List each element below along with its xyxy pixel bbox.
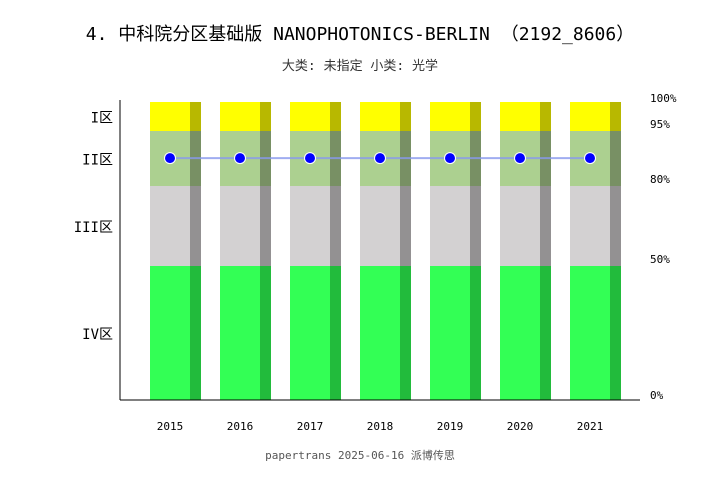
bar-segment-shade [330, 102, 341, 131]
x-tick-label: 2016 [227, 420, 254, 433]
data-point [444, 152, 456, 165]
data-point [304, 152, 316, 165]
bar-segment-shade [610, 186, 621, 266]
bar-segment [360, 102, 400, 131]
x-tick-label: 2019 [437, 420, 464, 433]
bar-segment [360, 266, 400, 400]
zone-label: I区 [91, 111, 113, 127]
bar-segment [430, 102, 470, 131]
bar-segment [570, 186, 610, 266]
bar-segment-shade [190, 186, 201, 266]
bar-segment [570, 102, 610, 131]
bar-segment-shade [400, 102, 411, 131]
bar-segment [290, 266, 330, 400]
data-point [584, 152, 596, 165]
chart-footer: papertrans 2025-06-16 派博传思 [265, 449, 455, 462]
bar-segment-shade [190, 266, 201, 400]
bar-segment-shade [330, 266, 341, 400]
data-point [164, 152, 176, 165]
bar-segment-shade [260, 186, 271, 266]
bar-segment-shade [190, 102, 201, 131]
bar-segment-shade [610, 266, 621, 400]
bar-segment [150, 186, 190, 266]
bar-segment-shade [260, 266, 271, 400]
bar-segment-shade [470, 102, 481, 131]
bar-segment [150, 102, 190, 131]
bar-segment-shade [540, 102, 551, 131]
bar-segment [500, 102, 540, 131]
right-tick-label: 0% [650, 389, 664, 402]
bar-segment [150, 266, 190, 400]
x-tick-label: 2018 [367, 420, 394, 433]
bar-segment [500, 266, 540, 400]
x-tick-label: 2021 [577, 420, 604, 433]
bar-segment [430, 266, 470, 400]
zone-label: II区 [82, 153, 113, 169]
x-tick-label: 2015 [157, 420, 184, 433]
x-tick-label: 2017 [297, 420, 324, 433]
bar-segment [570, 266, 610, 400]
bar-segment-shade [610, 131, 621, 186]
bar-segment [290, 186, 330, 266]
x-tick-label: 2020 [507, 420, 534, 433]
data-point [234, 152, 246, 165]
data-point [514, 152, 526, 165]
bar-segment-shade [470, 266, 481, 400]
bar-segment [360, 186, 400, 266]
bar-segment [220, 102, 260, 131]
bar-segment [500, 186, 540, 266]
bar-segment-shade [330, 186, 341, 266]
bar-segment-shade [470, 186, 481, 266]
right-tick-label: 100% [650, 92, 677, 105]
bar-segment-shade [260, 102, 271, 131]
bar-segment-shade [400, 186, 411, 266]
chart-subtitle: 大类: 未指定 小类: 光学 [282, 58, 438, 74]
data-point [374, 152, 386, 165]
zone-label: IV区 [82, 327, 113, 343]
bar-segment-shade [540, 266, 551, 400]
right-tick-label: 95% [650, 118, 670, 131]
bar-segment-shade [610, 102, 621, 131]
right-tick-label: 80% [650, 173, 670, 186]
right-tick-label: 50% [650, 253, 670, 266]
zone-label: III区 [74, 220, 113, 236]
bar-segment-shade [400, 266, 411, 400]
chart-title: 4. 中科院分区基础版 NANOPHOTONICS-BERLIN （2192_8… [86, 24, 634, 45]
bar-segment [290, 102, 330, 131]
bar-segment [220, 266, 260, 400]
bar-segment [430, 186, 470, 266]
bar-segment [220, 186, 260, 266]
bar-segment-shade [540, 186, 551, 266]
